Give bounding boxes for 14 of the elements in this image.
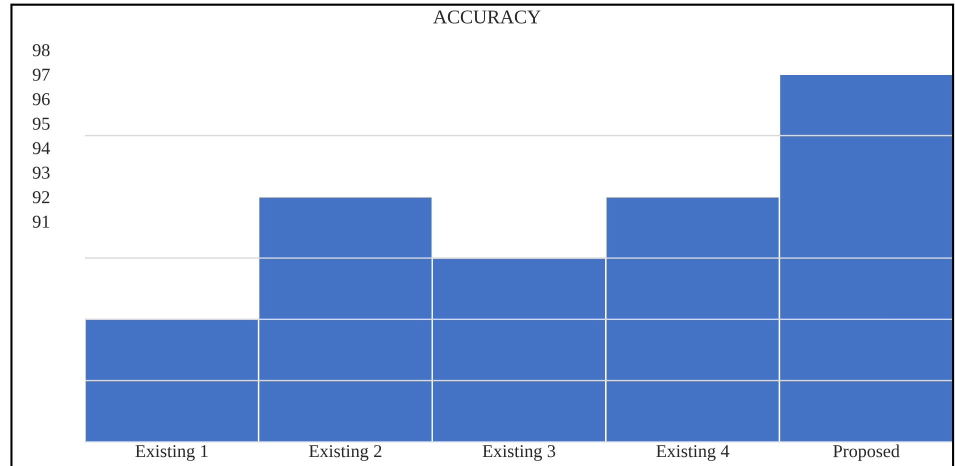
chart-title: ACCURACY bbox=[433, 10, 541, 24]
y-tick-label: 98 bbox=[32, 44, 50, 56]
x-tick-label: Existing 2 bbox=[309, 445, 382, 461]
x-tick-label: Existing 4 bbox=[656, 445, 730, 461]
y-tick-label: 97 bbox=[32, 68, 50, 81]
y-tick-label: 92 bbox=[32, 191, 50, 204]
y-tick-label: 93 bbox=[32, 166, 50, 179]
x-tick-label: Existing 1 bbox=[135, 445, 208, 461]
y-tick-label: 94 bbox=[32, 142, 50, 154]
x-tick-label: Existing 3 bbox=[482, 445, 556, 461]
x-tick-label: Proposed bbox=[833, 444, 900, 461]
y-tick-label: 91 bbox=[32, 216, 50, 228]
y-tick-label: 95 bbox=[32, 118, 50, 130]
y-tick-label: 96 bbox=[32, 93, 50, 106]
